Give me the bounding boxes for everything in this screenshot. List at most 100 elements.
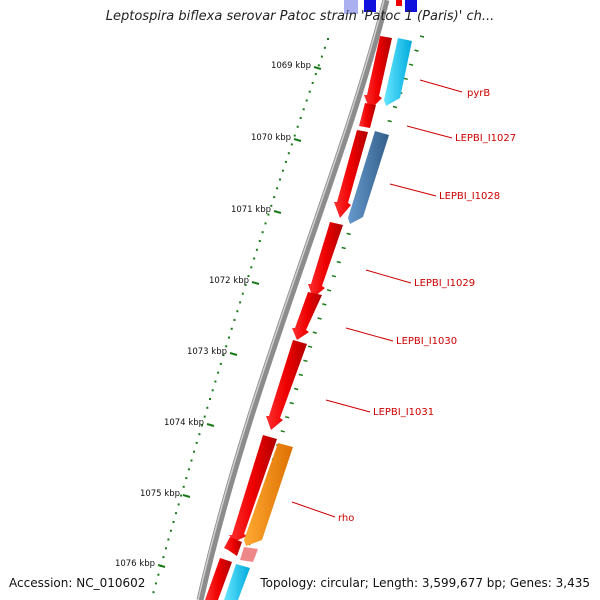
track-tick [392, 105, 398, 109]
ruler-dot [320, 55, 323, 58]
track-tick [336, 260, 341, 264]
gene-label-LEPBI_I1030[interactable]: LEPBI_I1030 [396, 336, 457, 347]
ruler-dot [198, 433, 201, 436]
genome-backbone [196, 0, 390, 600]
track-tick [298, 373, 303, 377]
ruler-dot [299, 117, 302, 119]
ruler-dot [239, 301, 242, 304]
track-tick [289, 401, 294, 405]
gene-LEPBI_I1028 [348, 131, 389, 224]
gene-top-lavender [344, 0, 358, 14]
ruler-label-1069: 1069 kbp [271, 61, 311, 71]
ruler-label-1076: 1076 kbp [115, 559, 155, 569]
track-tick [346, 232, 351, 236]
track-tick [414, 49, 419, 52]
ruler-dot [162, 556, 165, 559]
gene-label-LEPBI_I1027[interactable]: LEPBI_I1027 [455, 133, 516, 144]
gene-arrow-8 [224, 537, 242, 556]
gene-arrow-1 [364, 36, 392, 110]
ruler-dot [222, 354, 225, 357]
ruler-dot [247, 275, 250, 278]
leader-lines [291, 79, 463, 518]
gene-top-red [396, 0, 402, 6]
ruler-dot [302, 108, 305, 111]
gene-arrow-3 [334, 130, 368, 218]
ruler-dot [261, 231, 264, 234]
ruler-dot [276, 187, 279, 190]
ruler-dot [217, 371, 220, 374]
ruler-dot [264, 222, 267, 225]
gene-label-rho[interactable]: rho [338, 513, 354, 524]
ruler-label-1071: 1071 kbp [231, 205, 271, 215]
ruler-dot [250, 266, 253, 269]
ruler-dot [228, 336, 230, 339]
gene-arrow-5 [292, 292, 322, 340]
track-tick [317, 317, 322, 320]
ruler-dot [233, 319, 236, 321]
ruler-dot [267, 213, 270, 216]
ruler-dot [311, 81, 314, 84]
track-tick [285, 415, 290, 419]
ruler-dot [219, 362, 222, 365]
ruler-dot [317, 64, 320, 67]
gene-arrow-7 [229, 435, 277, 542]
track-tick [322, 303, 327, 306]
ruler-dot [281, 169, 284, 172]
ruler-dot [193, 450, 196, 453]
track-tick [303, 359, 308, 363]
gene-arrow-6 [266, 340, 307, 430]
topology-text: Topology: circular; Length: 3,599,677 bp… [260, 576, 590, 590]
ruler-dot [152, 591, 155, 594]
ruler-dot [279, 178, 281, 181]
ruler-dot [258, 240, 261, 242]
ruler-dot [187, 468, 190, 471]
gene-label-pyrB[interactable]: pyrB [467, 88, 490, 99]
ruler-dot [177, 503, 180, 506]
ruler-labels: 1069 kbp 1070 kbp 1071 kbp 1072 kbp 1073… [115, 61, 311, 569]
ruler-dot [244, 283, 247, 286]
ruler-dot [182, 485, 185, 488]
ruler-dot [273, 196, 276, 199]
ruler-dot [154, 582, 157, 585]
gene-arrow-4 [308, 222, 343, 298]
ruler-dot [225, 345, 228, 348]
ruler-dot [157, 573, 160, 576]
ruler-dot [293, 134, 296, 137]
ruler-dot [185, 477, 188, 480]
ruler-label-1073: 1073 kbp [187, 347, 227, 357]
ruler-dot [296, 125, 299, 128]
gene-label-LEPBI_I1029[interactable]: LEPBI_I1029 [414, 278, 475, 289]
ruler-label-1075: 1075 kbp [140, 489, 180, 499]
gene-arrow-9 [205, 558, 232, 600]
ruler-dot [209, 398, 211, 400]
ruler-label-1072: 1072 kbp [209, 276, 249, 286]
ruler-dot [287, 152, 290, 155]
ruler-dot [211, 389, 214, 392]
track-tick [408, 63, 414, 66]
ruler-dot [305, 99, 308, 102]
outer-strand-genes [224, 38, 412, 600]
ruler-dot [241, 292, 244, 295]
ruler-dot [327, 38, 329, 40]
ruler-dot [180, 494, 183, 497]
ruler-dots [152, 38, 329, 594]
gene-labels: pyrB LEPBI_I1027 LEPBI_I1028 LEPBI_I1029… [338, 88, 516, 524]
ruler-dot [284, 160, 287, 163]
track-tick [307, 345, 313, 348]
ruler-dot [175, 512, 177, 515]
track-tick [419, 35, 425, 38]
ruler-dot [201, 424, 203, 427]
ruler-major-ticks [157, 66, 322, 568]
gene-label-LEPBI_I1031[interactable]: LEPBI_I1031 [373, 407, 434, 418]
accession-text: Accession: NC_010602 [9, 576, 146, 590]
inner-strand-genes [205, 36, 392, 600]
gene-rho [244, 443, 293, 546]
ruler-dot [195, 441, 198, 444]
gene-label-LEPBI_I1028[interactable]: LEPBI_I1028 [439, 191, 500, 202]
track-tick [403, 77, 408, 81]
gene-arrow-2 [359, 103, 376, 128]
ruler-dot [255, 248, 258, 251]
ruler-dot [236, 310, 239, 313]
map-title: Leptospira biflexa serovar Patoc strain … [105, 9, 495, 24]
